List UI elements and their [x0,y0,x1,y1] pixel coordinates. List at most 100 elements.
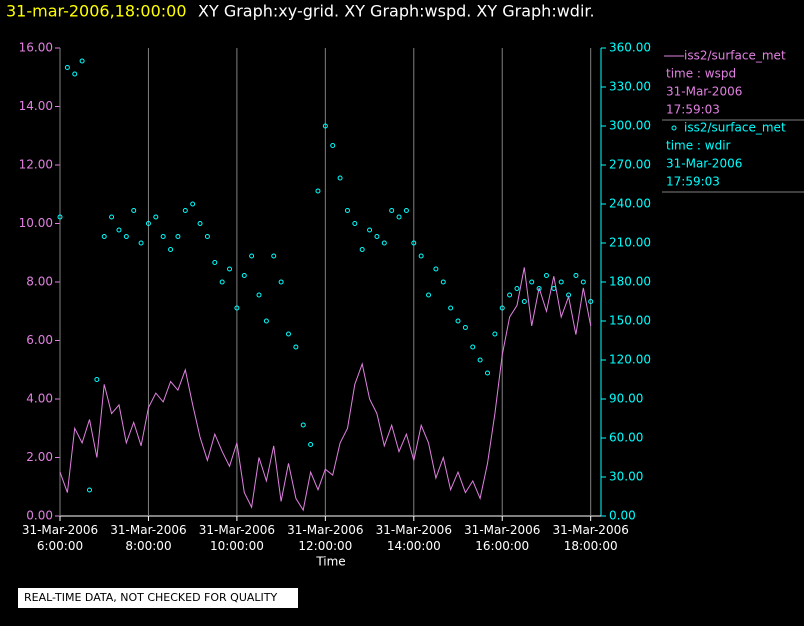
legend-name: iss2/surface_met [684,121,786,135]
y2-tick-label: 270.00 [609,158,651,172]
wdir-point [116,227,122,233]
footnote: REAL-TIME DATA, NOT CHECKED FOR QUALITY [24,591,278,604]
wdir-point [543,273,549,278]
y2-tick-label: 240.00 [609,197,651,211]
y2-tick-label: 60.00 [609,431,643,445]
wdir-point [278,279,284,285]
wdir-point [462,325,468,330]
wdir-point [367,227,373,233]
wdir-point [182,208,188,213]
wdir-point [330,143,336,148]
y2-tick-label: 0.00 [609,509,636,523]
y2-tick-label: 150.00 [609,314,651,328]
wdir-point [433,266,439,272]
legend-info: time : wdir [666,139,731,153]
wdir-point [477,357,483,363]
wdir-point [197,221,203,226]
y2-tick-label: 330.00 [609,80,651,94]
wdir-point [300,422,306,428]
y-tick-label: 4.00 [26,392,53,406]
wdir-point [484,370,490,376]
wdir-point [411,240,417,246]
wdir-point [558,279,564,285]
wdir-point [94,377,100,382]
wdir-point [455,318,461,324]
wdir-point [308,442,314,447]
chart-subtitle: XY Graph:xy-grid. XY Graph:wspd. XY Grap… [198,2,595,21]
wdir-point [389,208,395,213]
wdir-point [573,273,579,278]
y2-tick-label: 180.00 [609,275,651,289]
y-tick-label: 0.00 [26,509,53,523]
wdir-point [256,292,262,298]
wdir-point [72,71,78,77]
y-tick-label: 14.00 [19,99,53,113]
wdir-point [101,234,107,239]
wdir-point [418,253,424,259]
wdir-point [440,279,446,285]
legend-name: iss2/surface_met [684,49,786,63]
wdir-point [426,292,432,298]
wdir-point [109,214,115,220]
x-tick-label: 31-Mar-2006 12:00:00 [287,523,363,553]
wdir-point [64,65,70,70]
x-tick-label: 31-Mar-2006 10:00:00 [199,523,275,553]
y2-tick-label: 300.00 [609,119,651,133]
legend-info: 17:59:03 [666,175,720,189]
footnote-box [18,588,298,608]
wdir-point [580,279,586,285]
wdir-point [57,214,63,220]
wdir-point [227,266,233,272]
wdir-point [175,234,181,239]
y-tick-label: 8.00 [26,275,53,289]
wdir-point [138,240,144,246]
x-tick-label: 31-Mar-2006 8:00:00 [110,523,186,553]
x-tick-label: 31-Mar-2006 18:00:00 [553,523,629,553]
wdir-point [352,221,358,226]
y2-tick-label: 210.00 [609,236,651,250]
wdir-point [131,208,137,213]
wdir-point [551,286,557,291]
wdir-point [153,214,159,220]
wdir-point [337,175,343,181]
wdir-point [79,58,85,64]
wdir-point [271,253,277,259]
legend-info: 31-Mar-2006 [666,157,742,171]
x-tick-label: 31-Mar-2006 16:00:00 [464,523,540,553]
wdir-point [234,305,240,311]
wdir-point [536,286,542,291]
y2-tick-label: 30.00 [609,470,643,484]
wdir-point [160,234,166,239]
y2-tick-label: 90.00 [609,392,643,406]
wdir-point [190,201,196,207]
wdir-point [344,208,350,213]
wdir-point [249,253,255,259]
legend-marker [671,125,677,131]
legend-info: 31-Mar-2006 [666,85,742,99]
wdir-point [285,331,291,337]
y2-tick-label: 360.00 [609,41,651,55]
x-axis-label: Time [315,555,345,569]
chart-title: 31-mar-2006,18:00:00 [6,2,187,21]
wdir-point [492,331,498,337]
wdir-point [86,487,92,493]
wdir-point [168,247,174,252]
wdir-point [145,221,151,226]
wspd-line [59,267,592,512]
wdir-point [470,344,476,350]
wdir-point [381,240,387,246]
y2-tick-label: 120.00 [609,353,651,367]
wdir-point [588,299,594,304]
y-tick-label: 12.00 [19,158,53,172]
x-tick-label: 31-Mar-2006 14:00:00 [376,523,452,553]
y-tick-label: 16.00 [19,41,53,55]
wdir-point [123,234,129,239]
legend-info: time : wspd [666,67,736,81]
wdir-point [212,260,218,265]
wdir-point [448,305,454,311]
y-tick-label: 10.00 [19,216,53,230]
wdir-point [315,188,321,194]
legend-info: 17:59:03 [666,103,720,117]
y-tick-label: 2.00 [26,450,53,464]
